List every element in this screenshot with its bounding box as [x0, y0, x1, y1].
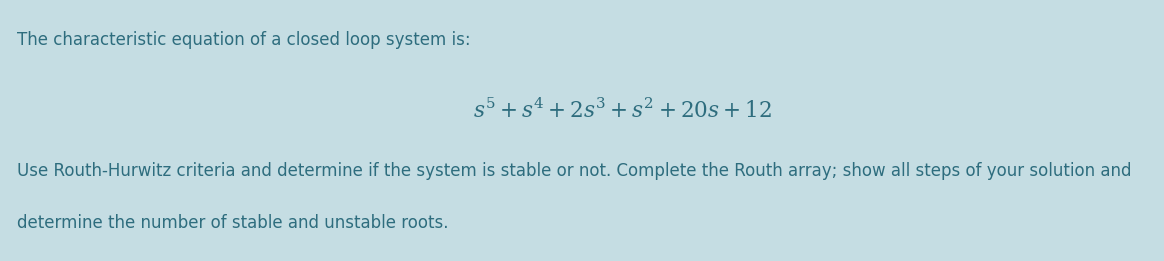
Text: $s^5 + s^4 + 2s^3 + s^2 + 20s + 12$: $s^5 + s^4 + 2s^3 + s^2 + 20s + 12$ — [474, 98, 772, 122]
Text: Use Routh-Hurwitz criteria and determine if the system is stable or not. Complet: Use Routh-Hurwitz criteria and determine… — [17, 162, 1131, 180]
Text: The characteristic equation of a closed loop system is:: The characteristic equation of a closed … — [17, 31, 471, 49]
Text: determine the number of stable and unstable roots.: determine the number of stable and unsta… — [17, 214, 449, 232]
